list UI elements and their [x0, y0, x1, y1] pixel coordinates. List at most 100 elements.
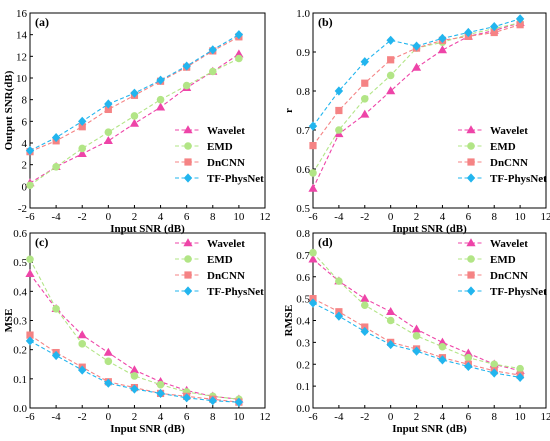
legend-label: Wavelet: [490, 125, 528, 137]
data-point-tf-physnet: [51, 132, 61, 143]
data-point-dncnn: [516, 21, 524, 29]
legend: Wavelet EMD DnCNN TF-PhysNet: [175, 125, 264, 185]
y-tick-label: 6: [22, 116, 28, 128]
legend-label: EMD: [207, 141, 233, 153]
data-point-tf-physnet: [78, 365, 87, 375]
legend-label: DnCNN: [490, 157, 528, 169]
x-tick-label: -6: [25, 211, 35, 223]
data-point-tf-physnet: [130, 384, 139, 394]
data-point-tf-physnet: [234, 30, 244, 40]
y-axis-title: RMSE: [283, 305, 295, 337]
data-point-emd: [490, 360, 499, 369]
data-point-wavelet: [25, 269, 35, 278]
data-point-tf-physnet: [308, 298, 318, 308]
data-point-wavelet: [437, 45, 448, 54]
x-tick-label: -6: [308, 411, 318, 423]
y-tick-label: 16: [16, 8, 28, 20]
y-tick-label: 0.5: [13, 257, 27, 269]
data-point-tf-physnet: [182, 61, 191, 71]
data-point-wavelet: [155, 102, 166, 111]
data-point-wavelet: [411, 324, 422, 333]
data-point-dncnn: [335, 106, 343, 115]
y-tick-label: 0.8: [296, 228, 310, 240]
y-tick-label: 8: [22, 95, 28, 107]
y-tick-label: 0.3: [13, 316, 27, 328]
x-tick-label: 6: [466, 211, 472, 223]
x-tick-label: 4: [158, 211, 164, 223]
series-line-dncnn: [312, 298, 521, 376]
series-line-tf-physnet: [312, 18, 521, 127]
x-tick-label: 0: [388, 211, 394, 223]
data-point-emd: [182, 81, 191, 90]
legend-marker: [183, 125, 193, 134]
x-tick-label: 8: [491, 411, 497, 423]
data-point-emd: [52, 305, 60, 313]
data-point-tf-physnet: [104, 378, 113, 388]
data-point-emd: [208, 67, 217, 76]
data-point-emd: [104, 357, 113, 366]
data-point-emd: [130, 112, 139, 120]
legend-marker: [467, 271, 475, 279]
data-point-tf-physnet: [334, 311, 344, 321]
y-tick-label: 0.1: [296, 381, 310, 393]
y-tick-label: 0.7: [296, 250, 310, 262]
y-tick-label: 0.6: [296, 272, 310, 284]
x-tick-label: -6: [25, 411, 35, 423]
data-point-emd: [78, 340, 87, 348]
data-point-tf-physnet: [464, 27, 473, 38]
panel-b: -6 -4 -2 0 2 4 6 8 10 12 0.5 0.6 0.7 0.8 0.9 1.0 (b) Inpu…: [283, 8, 550, 235]
legend-marker: [466, 173, 476, 183]
legend-label: EMD: [207, 254, 233, 266]
x-tick-label: -6: [308, 211, 318, 223]
y-tick-label: 1.0: [296, 8, 310, 20]
data-point-dncnn: [309, 142, 317, 150]
panel-label: (b): [318, 15, 333, 29]
data-point-emd: [309, 169, 317, 177]
y-tick-label: 10: [16, 73, 28, 85]
x-tick-label: 2: [414, 411, 420, 423]
legend-marker: [183, 286, 193, 296]
y-axis-title: Output SNR(dB): [3, 70, 15, 150]
data-point-wavelet: [360, 109, 370, 118]
x-tick-label: 12: [541, 211, 550, 223]
y-tick-label: 0.1: [13, 374, 27, 386]
data-point-tf-physnet: [156, 388, 165, 399]
data-point-emd: [335, 126, 343, 134]
data-point-emd: [438, 342, 447, 351]
legend-label: TF-PhysNet: [207, 173, 264, 185]
data-point-wavelet: [463, 348, 473, 357]
x-tick-label: 10: [515, 411, 527, 423]
data-point-tf-physnet: [490, 368, 499, 378]
x-tick-label: -2: [360, 411, 369, 423]
x-tick-label: 6: [466, 411, 472, 423]
data-point-wavelet: [103, 347, 113, 356]
y-tick-label: 0: [22, 181, 28, 193]
legend-marker: [183, 173, 193, 183]
legend-marker: [467, 255, 475, 263]
x-tick-label: 10: [233, 411, 245, 423]
data-point-dncnn: [26, 331, 34, 339]
data-point-wavelet: [386, 86, 396, 95]
y-tick-label: 0.8: [296, 86, 310, 98]
legend-marker: [183, 238, 193, 247]
y-axis-title: MSE: [3, 309, 15, 333]
data-point-emd: [78, 144, 87, 153]
data-point-wavelet: [129, 118, 140, 127]
data-point-tf-physnet: [515, 372, 525, 382]
x-tick-label: 2: [132, 411, 138, 423]
data-point-tf-physnet: [386, 35, 395, 45]
legend-marker: [466, 286, 476, 296]
x-tick-label: 0: [106, 411, 112, 423]
y-tick-label: 0.4: [296, 316, 310, 328]
data-point-emd: [386, 316, 395, 325]
plot-frame: [312, 12, 547, 209]
data-point-emd: [464, 353, 473, 362]
x-tick-label: 10: [233, 211, 245, 223]
data-point-dncnn: [387, 56, 395, 64]
x-tick-label: -4: [334, 411, 344, 423]
panel-label: (d): [318, 235, 333, 249]
data-point-tf-physnet: [182, 393, 191, 403]
data-point-tf-physnet: [412, 41, 421, 51]
y-tick-label: 0.4: [13, 286, 27, 298]
data-point-dncnn: [490, 28, 498, 37]
